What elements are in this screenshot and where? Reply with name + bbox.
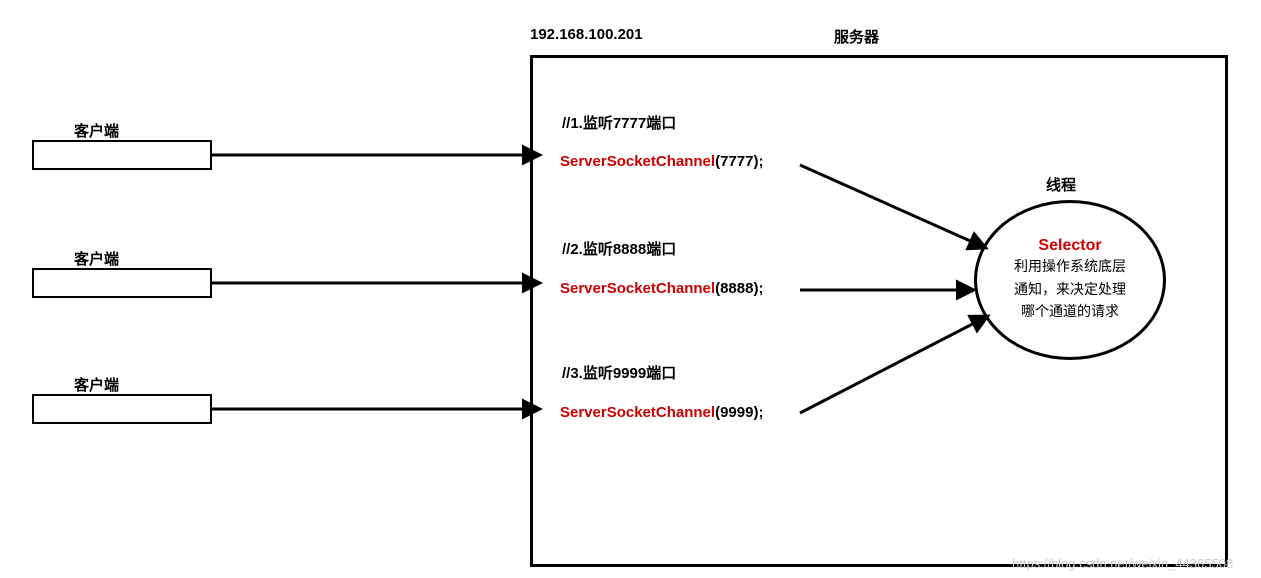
channel-line: ServerSocketChannel(7777); [560, 153, 763, 170]
client-label: 客户端 [74, 374, 119, 395]
ssc-class: ServerSocketChannel [560, 404, 715, 421]
client-box [32, 140, 212, 170]
channel-comment: //3.监听9999端口 [562, 362, 676, 383]
client-label: 客户端 [74, 248, 119, 269]
thread-label: 线程 [1046, 174, 1076, 195]
selector-desc-line: 哪个通道的请求 [1021, 300, 1119, 322]
ip-label: 192.168.100.201 [530, 26, 643, 43]
client-box [32, 394, 212, 424]
selector-title: Selector [1038, 237, 1101, 255]
selector-desc-line: 通知，来决定处理 [1014, 278, 1126, 300]
ssc-port: (7777); [715, 153, 763, 170]
client-label: 客户端 [74, 120, 119, 141]
ssc-class: ServerSocketChannel [560, 153, 715, 170]
channel-line: ServerSocketChannel(8888); [560, 280, 763, 297]
channel-line: ServerSocketChannel(9999); [560, 404, 763, 421]
watermark: https://blog.csdn.net/weixin_44365508 [1012, 556, 1233, 571]
client-box [32, 268, 212, 298]
server-label: 服务器 [834, 26, 879, 47]
channel-comment: //1.监听7777端口 [562, 112, 676, 133]
ssc-port: (9999); [715, 404, 763, 421]
channel-comment: //2.监听8888端口 [562, 238, 676, 259]
selector-ellipse: Selector 利用操作系统底层 通知，来决定处理 哪个通道的请求 [974, 200, 1166, 360]
ssc-port: (8888); [715, 280, 763, 297]
selector-desc-line: 利用操作系统底层 [1014, 255, 1126, 277]
ssc-class: ServerSocketChannel [560, 280, 715, 297]
